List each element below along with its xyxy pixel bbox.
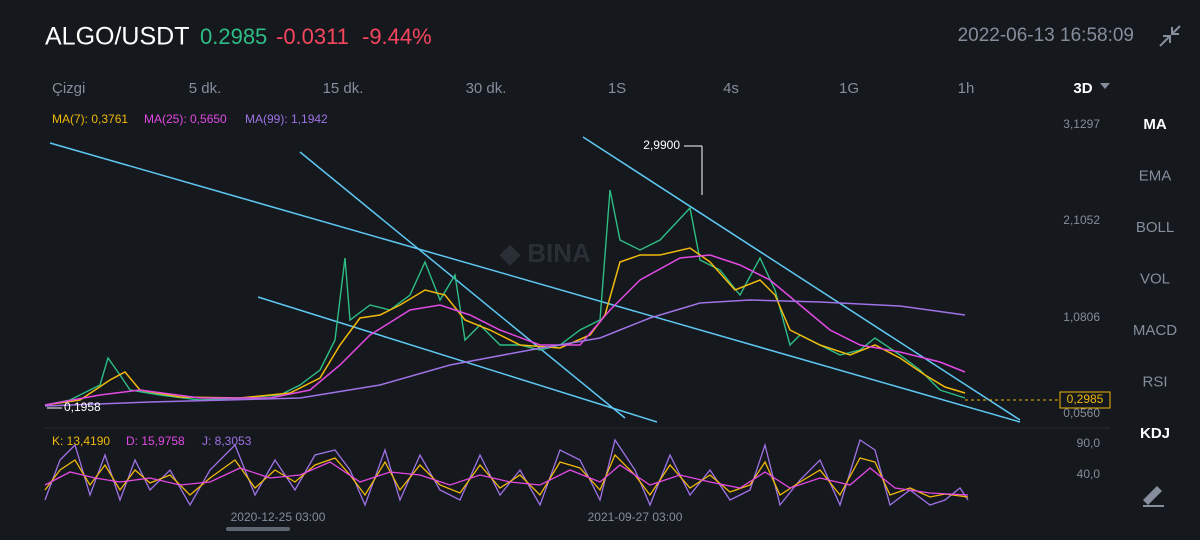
- ma99-line: [44, 299, 966, 407]
- interval-tab[interactable]: 4s: [723, 80, 739, 97]
- price: 0.2985: [200, 24, 267, 49]
- interval-bar: Çizgi 5 dk. 15 dk. 30 dk. 1S 4s 1G 1h 3D: [52, 80, 1093, 97]
- change: -0.0311: [276, 24, 349, 49]
- price-axis-label: 1,0806: [1063, 310, 1100, 324]
- interval-tab[interactable]: 3D: [1073, 80, 1092, 97]
- indicator-tab[interactable]: VOL: [1140, 270, 1170, 287]
- datetime: 2022-06-13 16:58:09: [958, 25, 1134, 46]
- interval-tab[interactable]: 1G: [839, 80, 859, 97]
- indicator-tab[interactable]: MA: [1143, 116, 1166, 133]
- j-legend: J: 8,3053: [202, 434, 252, 448]
- price-axis-label: 2,1052: [1063, 213, 1100, 227]
- price-axis-label: 3,1297: [1063, 117, 1100, 131]
- trend-line: [582, 136, 1021, 421]
- collapse-icon[interactable]: [1159, 25, 1181, 47]
- ma25-legend: MA(25): 0,5650: [144, 112, 227, 126]
- trend-line: [49, 142, 1021, 423]
- high-label: 2,9900: [643, 138, 680, 152]
- time-axis-label: 2021-09-27 03:00: [588, 510, 683, 524]
- trend-line: [299, 151, 626, 419]
- indicator-tab[interactable]: MACD: [1133, 322, 1177, 339]
- price-axis-label: 0,0560: [1063, 406, 1100, 420]
- k-line: [44, 453, 969, 498]
- current-price-box: [1059, 391, 1111, 409]
- interval-tab[interactable]: 1S: [608, 80, 626, 97]
- kdj-axis-label: 40,0: [1077, 467, 1101, 481]
- watermark: ◆ BINA: [499, 238, 591, 268]
- interval-tab[interactable]: 15 dk.: [323, 80, 364, 97]
- ma7-legend: MA(7): 0,3761: [52, 112, 128, 126]
- draw-icon[interactable]: [1143, 486, 1164, 507]
- interval-tab[interactable]: 1h: [958, 80, 975, 97]
- trend-line: [257, 296, 658, 423]
- indicator-tab[interactable]: RSI: [1142, 373, 1167, 390]
- indicator-tab[interactable]: KDJ: [1140, 425, 1170, 442]
- interval-tab[interactable]: 30 dk.: [466, 80, 507, 97]
- trend-lines: [49, 136, 1021, 423]
- pair: ALGO/USDT: [45, 23, 189, 51]
- kdj-axis-label: 90,0: [1077, 436, 1101, 450]
- dropdown-arrow[interactable]: [1100, 83, 1110, 89]
- interval-tab[interactable]: 5 dk.: [189, 80, 222, 97]
- low-label: 0,1958: [64, 400, 101, 414]
- time-axis-label: 2020-12-25 03:00: [231, 510, 326, 524]
- d-line: [44, 461, 969, 496]
- current-price-label: 0,2985: [1067, 392, 1104, 406]
- interval-tab[interactable]: Çizgi: [52, 80, 85, 97]
- d-legend: D: 15,9758: [126, 434, 185, 448]
- percent: -9.44%: [362, 24, 432, 49]
- indicator-bar: MA EMA BOLL VOL MACD RSI KDJ: [1133, 116, 1177, 442]
- k-legend: K: 13,4190: [52, 434, 110, 448]
- ma99-legend: MA(99): 1,1942: [245, 112, 328, 126]
- indicator-tab[interactable]: EMA: [1139, 167, 1172, 184]
- indicator-tab[interactable]: BOLL: [1136, 219, 1174, 236]
- scrollbar[interactable]: [226, 527, 290, 531]
